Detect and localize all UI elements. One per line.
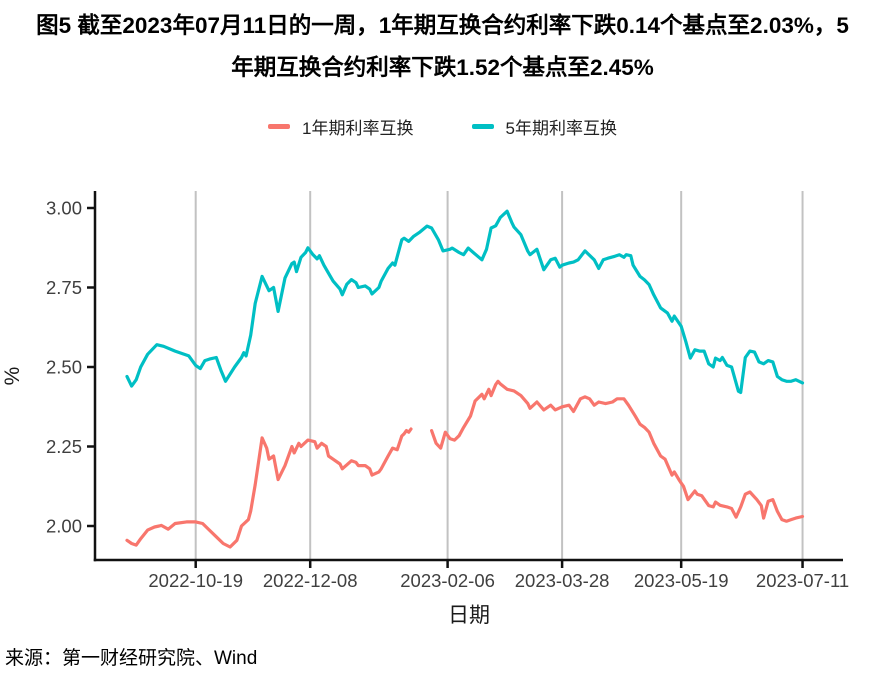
series-line-swap-5y bbox=[125, 209, 805, 394]
legend-swatch-1y-icon bbox=[268, 124, 291, 129]
legend-label-5y: 5年期利率互换 bbox=[505, 119, 617, 138]
x-tick-label: 2023-07-11 bbox=[756, 570, 849, 591]
y-axis-title: % bbox=[1, 367, 24, 386]
legend-swatch-5y-icon bbox=[471, 124, 494, 129]
y-tick-label: 2.50 bbox=[46, 357, 82, 378]
source-note: 来源：第一财经研究院、Wind bbox=[5, 648, 258, 669]
x-tick-label: 2022-12-08 bbox=[263, 570, 358, 591]
legend-item-1y: 1年期利率互换 bbox=[268, 114, 414, 139]
legend: 1年期利率互换 5年期利率互换 bbox=[0, 114, 885, 139]
y-tick-label: 2.25 bbox=[46, 436, 82, 457]
x-tick-label: 2023-05-19 bbox=[634, 570, 729, 591]
x-tick-label: 2023-02-06 bbox=[400, 570, 495, 591]
x-tick-label: 2023-03-28 bbox=[515, 570, 610, 591]
y-tick-label: 2.75 bbox=[46, 277, 82, 298]
y-tick-label: 2.00 bbox=[46, 516, 82, 537]
series-line-swap-1y bbox=[430, 379, 805, 523]
chart-svg: 3.00 2.75 2.50 2.25 2.00 2022-10-19 2022-12-08… bbox=[1, 191, 849, 627]
x-tick-label: 2022-10-19 bbox=[148, 570, 243, 591]
y-tick-label: 3.00 bbox=[46, 198, 82, 219]
x-axis-title: 日期 bbox=[448, 604, 490, 627]
legend-item-5y: 5年期利率互换 bbox=[471, 114, 617, 139]
series-line-swap-1y bbox=[125, 427, 413, 549]
legend-label-1y: 1年期利率互换 bbox=[302, 119, 414, 138]
chart-title: 图5 截至2023年07月11日的一周，1年期互换合约利率下跌0.14个基点至2… bbox=[36, 13, 849, 80]
